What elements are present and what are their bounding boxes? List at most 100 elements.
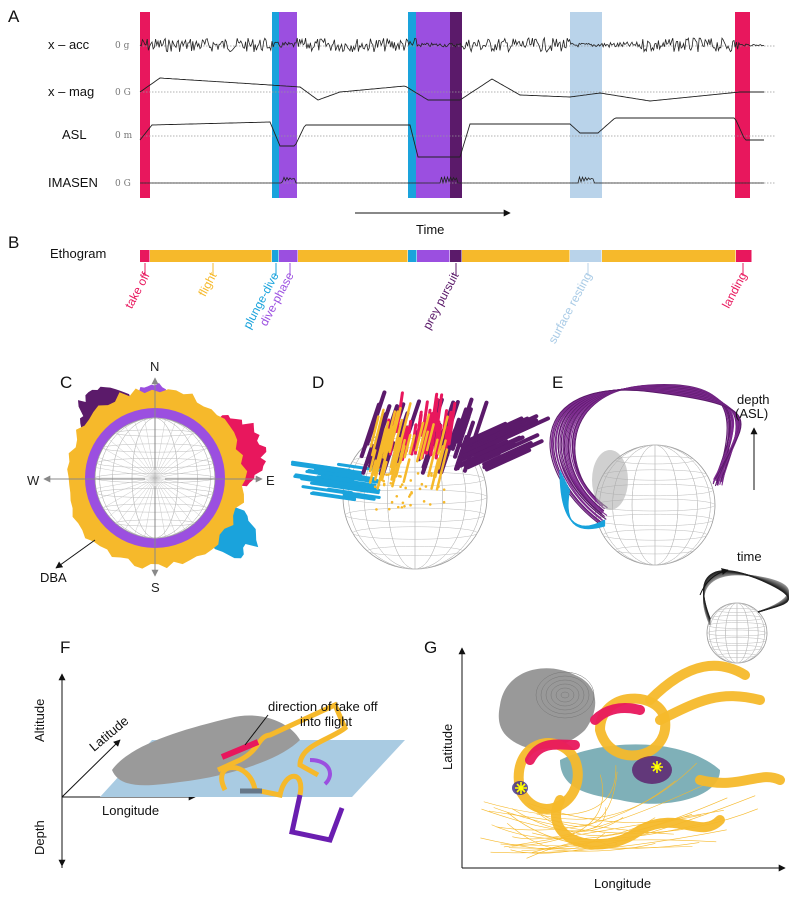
dba-label: DBA <box>40 570 67 585</box>
dba-spike <box>420 400 429 438</box>
dba-spike <box>425 423 435 452</box>
sphere-grid <box>716 653 758 658</box>
dba-dot <box>399 485 402 488</box>
panel-label: A <box>8 7 20 26</box>
dba-spike <box>359 402 381 459</box>
sphere-grid <box>98 477 156 499</box>
state-bands <box>140 12 750 198</box>
sphere-grid <box>154 447 208 479</box>
dba-spike <box>369 415 380 448</box>
panel-c <box>43 377 267 577</box>
compass-label: N <box>150 359 159 374</box>
dba-spike <box>408 434 416 455</box>
ethogram-title: Ethogram <box>50 246 106 261</box>
dba-spike <box>310 491 357 502</box>
sphere-grid <box>154 431 194 479</box>
track <box>289 794 345 843</box>
dba-dot <box>389 481 393 485</box>
ethogram-segment <box>462 250 570 262</box>
row-label: x – acc <box>48 37 90 52</box>
dba-spike <box>336 462 381 472</box>
axis-label: Longitude <box>102 803 159 818</box>
thin-track <box>483 765 617 816</box>
thin-track <box>490 829 727 854</box>
dba-dot <box>382 483 386 487</box>
thin-track <box>508 846 693 849</box>
sphere-grid <box>716 608 758 613</box>
dba-dot <box>430 474 433 477</box>
sphere-grid <box>95 467 156 479</box>
sphere-grid <box>710 615 764 621</box>
dba-dot <box>422 500 426 503</box>
thin-track <box>528 803 702 823</box>
sphere-grid <box>154 477 166 538</box>
sphere-grid <box>124 477 156 531</box>
panel-g <box>458 647 786 872</box>
mag-trace <box>139 77 764 102</box>
sphere-grid <box>144 418 156 479</box>
dba-spike <box>455 397 474 444</box>
annotation: into flight <box>300 714 352 729</box>
dba-spike <box>459 416 524 448</box>
island <box>112 715 300 786</box>
dba-spike <box>373 434 386 477</box>
contour <box>555 687 575 703</box>
sphere-grid <box>124 425 156 479</box>
sphere-grid <box>710 645 764 651</box>
thin-track <box>532 839 717 853</box>
ethogram-segment <box>417 250 450 262</box>
sphere-grid <box>154 477 194 525</box>
dba-dot <box>401 501 405 505</box>
sphere-grid <box>367 545 463 557</box>
panel-label: G <box>424 638 437 657</box>
depth-label: depth <box>737 392 770 407</box>
dba-dot <box>428 503 432 506</box>
sphere-grid <box>108 439 156 479</box>
compass-label: S <box>151 580 160 595</box>
dba-dot <box>397 474 401 478</box>
state-label: flight <box>195 269 220 299</box>
state-band <box>735 12 750 198</box>
sphere-grid <box>116 477 156 525</box>
sphere-grid <box>154 421 176 479</box>
panel-label: F <box>60 638 70 657</box>
sphere-grid <box>154 467 215 479</box>
thin-track <box>526 802 656 836</box>
trajectory-overlap <box>592 450 628 510</box>
dba-dot <box>418 487 422 491</box>
dba-spike <box>373 441 386 481</box>
sphere-grid <box>154 477 176 535</box>
state-label: landing <box>719 270 750 311</box>
thin-track <box>488 810 674 835</box>
sphere-grid <box>352 526 478 540</box>
panel-label: B <box>8 233 19 252</box>
zero-label: 0 G <box>115 179 131 189</box>
dba-spike <box>380 460 388 482</box>
dba-dot <box>430 472 433 475</box>
dba-spike <box>315 481 364 492</box>
track <box>309 758 332 786</box>
panel-d <box>290 390 551 570</box>
thin-track <box>491 813 693 840</box>
hotspot <box>632 756 672 784</box>
dba-spike <box>317 464 352 473</box>
zero-label: 0 G <box>115 88 131 98</box>
dba-spike <box>450 407 468 451</box>
dba-dot <box>390 500 394 504</box>
sphere-grid <box>154 477 202 517</box>
dba-spike <box>361 443 375 475</box>
sphere-grid <box>154 439 202 479</box>
annotation: direction of take off <box>268 699 378 714</box>
trajectory-density <box>645 660 785 788</box>
thin-track <box>512 782 708 840</box>
state-band <box>450 12 462 198</box>
thin-track <box>536 762 697 820</box>
axis-label: Longitude <box>594 876 651 891</box>
dba-spike <box>393 418 404 452</box>
dba-dot <box>395 471 398 474</box>
state-band <box>140 12 150 198</box>
zero-label: 0 g <box>115 41 130 51</box>
state-band <box>279 12 297 198</box>
sphere-grid <box>95 477 156 489</box>
